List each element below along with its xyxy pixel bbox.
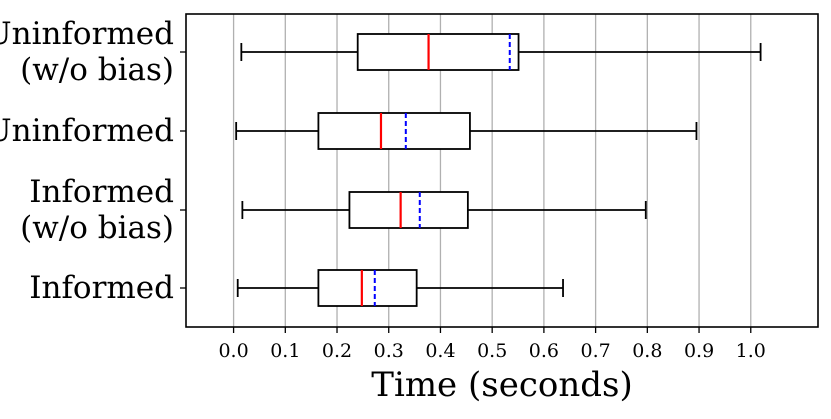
grid-lines [232,14,752,327]
x-tick-label: 0.5 [477,340,507,362]
x-tick-label: 0.3 [374,340,404,362]
y-category-label: Informed [29,270,174,306]
box-iqr [317,269,418,307]
box-iqr [348,191,469,229]
plot-frame [185,13,819,328]
box-iqr [317,112,471,150]
y-ticks: Uninformed(w/o bias)UninformedInformed(w… [0,16,186,306]
box-series [240,33,762,71]
x-tick-label: 0.2 [322,340,352,362]
x-tick-label: 0.0 [218,340,248,362]
x-tick-label: 0.7 [581,340,611,362]
y-category-label: (w/o bias) [20,210,174,246]
y-category-label: Uninformed [0,113,174,149]
box-series [236,269,564,307]
y-category-label: Informed [29,174,174,210]
x-tick-label: 0.4 [425,340,455,362]
x-axis-title: Time (seconds) [371,365,632,405]
box-series [235,112,698,150]
x-tick-label: 0.6 [529,340,559,362]
y-category-label: (w/o bias) [20,52,174,88]
x-tick-label: 0.9 [684,340,714,362]
box-iqr [356,33,520,71]
boxes [235,33,762,307]
box-series [241,191,647,229]
x-tick-label: 1.0 [736,340,766,362]
x-tick-label: 0.8 [632,340,662,362]
y-category-label: Uninformed [0,16,174,52]
x-tick-label: 0.1 [270,340,300,362]
x-ticks: 0.0 0.1 0.2 0.3 0.4 0.5 0.6 0.7 0.8 0.9 1.0 [218,327,766,362]
